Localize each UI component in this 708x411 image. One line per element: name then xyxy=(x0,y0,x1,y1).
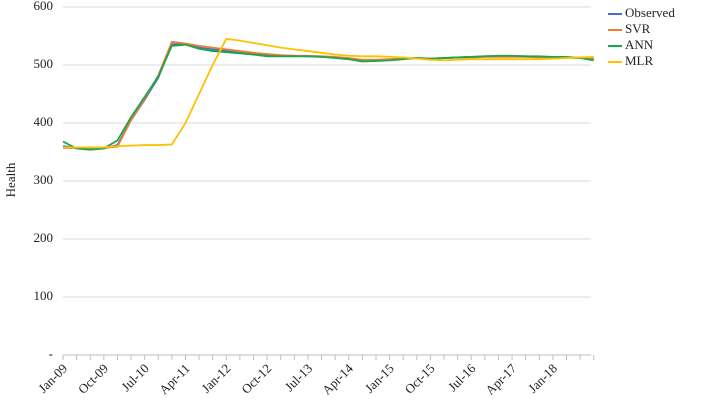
y-tick-label: 300 xyxy=(34,172,54,187)
x-tick-label: Oct-12 xyxy=(238,361,274,397)
x-tick-label: Jan-12 xyxy=(198,361,233,396)
x-tick-label: Jan-09 xyxy=(35,361,70,396)
y-tick-label: 100 xyxy=(34,288,54,303)
legend-label: MLR xyxy=(625,53,654,68)
x-tick-label: Jan-18 xyxy=(525,361,560,396)
y-tick-label: 500 xyxy=(34,56,54,71)
legend-label: ANN xyxy=(625,37,654,52)
x-tick-label: Oct-09 xyxy=(75,361,111,397)
x-tick-label: Apr-17 xyxy=(482,360,519,397)
legend-label: SVR xyxy=(625,21,651,36)
y-tick-label: - xyxy=(49,346,53,361)
x-tick-label: Jan-15 xyxy=(362,361,397,396)
x-tick-label: Oct-15 xyxy=(402,361,438,397)
y-tick-label: 600 xyxy=(34,0,54,13)
x-tick-label: Jul-13 xyxy=(282,361,316,395)
y-axis-label: Health xyxy=(3,162,18,197)
x-tick-label: Apr-11 xyxy=(156,361,193,398)
x-tick-label: Apr-14 xyxy=(319,360,356,397)
y-tick-label: 200 xyxy=(34,230,54,245)
x-tick-label: Jul-16 xyxy=(445,360,479,394)
y-tick-label: 400 xyxy=(34,114,54,129)
legend-label: Observed xyxy=(625,5,675,20)
x-tick-label: Jul-10 xyxy=(118,361,152,395)
series-line xyxy=(63,37,594,149)
series-line xyxy=(62,43,594,151)
